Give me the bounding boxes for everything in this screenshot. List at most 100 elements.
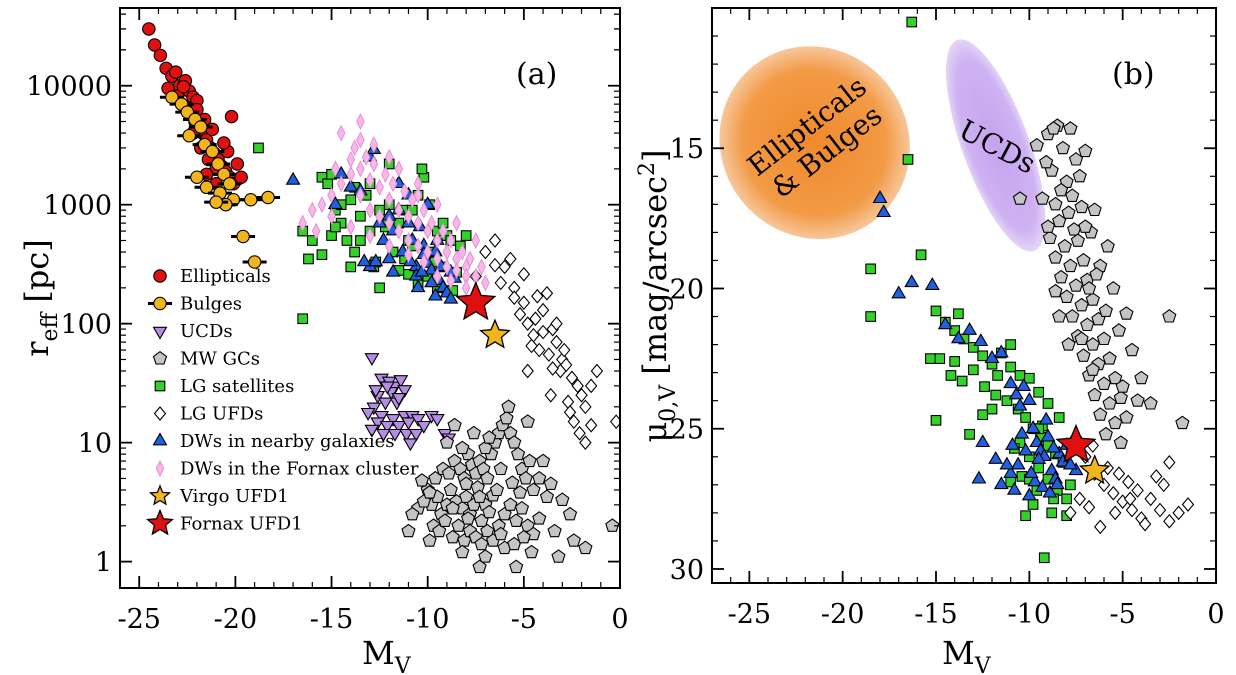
ucds-point — [397, 385, 413, 398]
dw_nearby-point — [381, 250, 397, 264]
lg_ufds-point — [525, 338, 538, 354]
lg_satellites-point-b — [1033, 386, 1045, 398]
lg_satellites-point-b — [953, 308, 964, 320]
ellipticals-point — [176, 80, 191, 94]
dw_fornax-point — [388, 175, 398, 193]
dw_nearby-point-b — [1038, 411, 1054, 425]
panel-b-x-tick-label: 0 — [1207, 599, 1224, 630]
dw_nearby-point-b — [1062, 456, 1078, 470]
lg_ufds-point — [584, 417, 598, 433]
panel-a-x-tick-label: -15 — [310, 604, 353, 635]
mw_gcs-point — [437, 513, 453, 527]
dw_fornax-point — [400, 182, 409, 200]
mw_gcs-point-b — [1078, 219, 1093, 233]
dw_nearby-point-b — [891, 285, 907, 299]
mw_gcs-point-b — [1098, 426, 1113, 441]
panel-a-y-tick-label: 1000 — [43, 191, 112, 222]
dw_fornax-point — [317, 196, 327, 214]
lg_satellites-point-b — [1046, 507, 1058, 519]
legend-bulges-label: Bulges — [180, 294, 242, 315]
dw_fornax-point — [356, 113, 365, 131]
mw_gcs-point — [526, 482, 541, 497]
mw_gcs-point-b — [1063, 121, 1078, 135]
mw_gcs-point — [480, 470, 495, 485]
ucds-point — [385, 414, 401, 427]
mw_gcs-point — [566, 533, 581, 547]
lg_ufds-point — [550, 316, 563, 332]
mw_gcs-point-b — [1035, 191, 1050, 205]
dw_nearby-point-b — [962, 322, 978, 335]
lg_ufds-point-b — [1163, 513, 1176, 529]
mw_gcs-point-b — [1052, 309, 1067, 323]
mw_gcs-point — [482, 430, 497, 444]
mw_gcs-point-b — [1162, 309, 1177, 323]
lg_ufds-point — [565, 370, 579, 386]
dw_fornax-point — [419, 253, 429, 271]
dw_nearby-point — [427, 287, 443, 301]
lg_ufds-point-b — [1138, 516, 1152, 532]
mw_gcs-point — [405, 506, 420, 521]
mw_gcs-point — [459, 476, 474, 490]
mw_gcs-point — [422, 485, 437, 499]
mw_gcs-point-b — [1012, 191, 1028, 205]
dw_fornax-point — [336, 175, 346, 193]
dw_nearby-point-b — [971, 470, 987, 484]
dw_fornax-point — [477, 258, 486, 276]
bulges-point — [206, 157, 231, 171]
mw_gcs-point-b — [1081, 281, 1097, 295]
mw_gcs-point-b — [1100, 238, 1115, 253]
lg_satellites-point-b — [964, 428, 975, 440]
panel-b-frame — [711, 7, 1217, 584]
panel-b: Ellipticals & Bulges UCDs -25 -20 -15 -10 -5… — [635, 7, 1225, 675]
dw_nearby-point-b — [1003, 375, 1019, 389]
lg_ufds-point — [527, 327, 540, 343]
mw_gcs-point — [514, 500, 530, 515]
mw_gcs-point — [535, 453, 551, 468]
lg_ufds-point-b — [1125, 502, 1139, 518]
panel-b-y-tick-label: 30 — [670, 555, 704, 586]
dw_fornax-point — [465, 250, 475, 268]
panel-b-y-tick-label: 20 — [670, 274, 704, 305]
lg_satellites-point-b — [930, 305, 942, 317]
mw_gcs-point-b — [1130, 393, 1145, 407]
dw_fornax-point — [413, 186, 423, 204]
dw_nearby-point — [285, 171, 301, 185]
legend-dw_fornax-label: DWs in the Fornax cluster — [180, 459, 419, 480]
mw_gcs-point-b — [1055, 140, 1071, 155]
mw_gcs-point — [447, 417, 462, 432]
legend-mw_gcs-label: MW GCs — [180, 349, 260, 370]
dw_fornax-point — [404, 246, 413, 264]
bulges-point — [188, 120, 213, 134]
ucds-point — [368, 385, 384, 398]
ucds-point — [387, 428, 403, 442]
ellipticals-point — [217, 136, 231, 150]
lg_ufds-point-b — [1073, 491, 1086, 507]
bulges-point — [217, 176, 242, 191]
lg_satellites-point — [297, 313, 309, 325]
dw_fornax-point — [356, 131, 365, 149]
dw_fornax-point — [375, 207, 384, 225]
lg_ufds-point — [550, 334, 563, 350]
mw_gcs-point — [518, 470, 533, 485]
lg_satellites-point — [253, 142, 264, 154]
panel-a-y-tick-label: 100 — [60, 310, 112, 341]
mw_gcs-point-b — [1068, 278, 1084, 292]
ucds-point — [360, 407, 376, 421]
lg_ufds-point — [536, 302, 550, 318]
lg_ufds-point-b — [1150, 469, 1163, 484]
ucds-point — [377, 397, 393, 411]
mw_gcs-point — [555, 492, 570, 506]
bulges-point — [231, 229, 256, 244]
dw_fornax-point — [365, 227, 375, 245]
mw_gcs-point-b — [1048, 196, 1063, 211]
lg_ufds-point — [536, 324, 550, 340]
mw_gcs-point — [532, 511, 547, 525]
mw_gcs-point-b — [1098, 303, 1113, 317]
lg_ufds-point-b — [1123, 491, 1137, 507]
panel-a-x-tick-label: -5 — [511, 604, 537, 635]
lg_ufds-point — [561, 394, 575, 410]
mw_gcs-point-b — [1143, 396, 1158, 410]
mw_gcs-point-b — [1106, 281, 1121, 295]
mw_gcs-point — [499, 410, 514, 425]
dw_fornax-point — [356, 160, 365, 178]
